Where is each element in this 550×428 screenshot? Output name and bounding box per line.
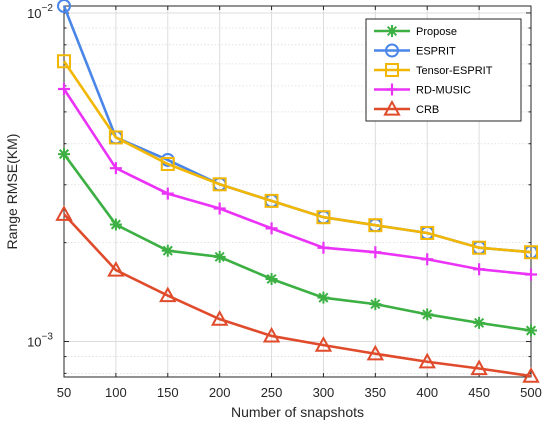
x-tick-label: 250	[261, 385, 283, 400]
x-tick-label: 350	[364, 385, 386, 400]
legend-entry: Tensor-ESPRIT	[374, 63, 493, 77]
legend-label: Propose	[416, 26, 457, 38]
x-tick-label: 200	[209, 385, 231, 400]
data-point-marker	[522, 367, 540, 383]
data-point-marker	[421, 253, 434, 266]
legend-marker	[385, 43, 399, 58]
data-point-marker	[265, 273, 278, 286]
data-point-marker	[317, 241, 330, 254]
x-tick-label: 100	[105, 385, 127, 400]
y-tick-label: 10−3	[27, 332, 53, 350]
data-point-marker	[213, 250, 226, 263]
data-point-marker	[473, 316, 486, 329]
series-group	[55, 0, 540, 383]
x-axis-label: Number of snapshots	[231, 404, 364, 420]
x-tick-label: 500	[520, 385, 542, 400]
y-axis-label: Range RMSE(KM)	[4, 134, 20, 250]
legend-entry: Propose	[374, 25, 457, 38]
legend-marker	[386, 25, 398, 37]
data-point-marker	[161, 244, 174, 257]
data-point-marker	[107, 261, 125, 277]
data-point-marker	[262, 326, 281, 343]
data-point-marker	[58, 82, 70, 95]
data-point-marker	[264, 193, 279, 208]
data-point-marker	[159, 286, 177, 303]
legend-marker	[383, 99, 401, 116]
legend-entry: ESPRIT	[374, 43, 456, 58]
data-point-marker	[265, 222, 278, 235]
legend-label: ESPRIT	[416, 46, 456, 58]
y-tick-label: 10−2	[27, 3, 53, 21]
data-point-marker	[472, 240, 487, 255]
legend-entry: RD-MUSIC	[374, 83, 471, 97]
data-point-marker	[160, 157, 175, 172]
x-tick-label: 300	[313, 385, 335, 400]
x-tick-label: 150	[157, 385, 179, 400]
data-point-marker	[420, 225, 435, 240]
data-point-marker	[369, 298, 382, 311]
data-point-marker	[109, 218, 122, 231]
data-point-marker	[316, 210, 331, 225]
data-point-marker	[369, 246, 382, 259]
legend: Propose ESPRIT Tensor-ESPRIT RD-MUSIC CRB	[365, 18, 522, 122]
data-point-marker	[421, 308, 434, 321]
series-line	[62, 60, 532, 254]
data-point-marker	[213, 202, 226, 215]
legend-marker	[385, 63, 399, 77]
series-line	[62, 153, 532, 332]
legend-label: Tensor-ESPRIT	[416, 65, 493, 77]
x-tick-label: 50	[57, 385, 71, 400]
data-point-marker	[317, 291, 330, 304]
x-tick-label: 400	[416, 385, 438, 400]
data-point-marker	[109, 162, 122, 175]
data-point-marker	[161, 187, 174, 200]
data-point-marker	[55, 205, 73, 221]
data-point-marker	[210, 310, 229, 326]
data-point-marker	[366, 344, 385, 361]
legend-label: CRB	[416, 104, 439, 116]
legend-entry: CRB	[374, 99, 439, 116]
data-point-marker	[525, 324, 537, 337]
series-tensor-esprit	[57, 54, 538, 260]
data-point-marker	[314, 336, 333, 352]
data-point-marker	[525, 268, 537, 281]
series-propose	[58, 148, 537, 337]
legend-label: RD-MUSIC	[416, 85, 471, 97]
legend-marker	[386, 83, 398, 96]
data-point-marker	[212, 177, 227, 192]
data-point-marker	[58, 148, 70, 161]
series-line	[62, 88, 532, 276]
x-tick-label: 450	[468, 385, 490, 400]
series-line	[63, 213, 532, 378]
plot-area-frame	[63, 5, 532, 378]
data-point-marker	[418, 352, 436, 369]
data-point-marker	[368, 218, 383, 233]
series-rd-music	[58, 82, 537, 281]
series-crb	[55, 205, 540, 383]
data-point-marker	[524, 245, 538, 260]
axes: 50 100 150 200 250 300 350 400 450 500 10−3 10−2	[27, 3, 542, 400]
data-point-marker	[57, 54, 71, 69]
data-point-marker	[108, 130, 123, 145]
data-point-marker	[473, 263, 486, 276]
data-point-marker	[470, 359, 488, 376]
data-point-marker	[57, 0, 71, 13]
